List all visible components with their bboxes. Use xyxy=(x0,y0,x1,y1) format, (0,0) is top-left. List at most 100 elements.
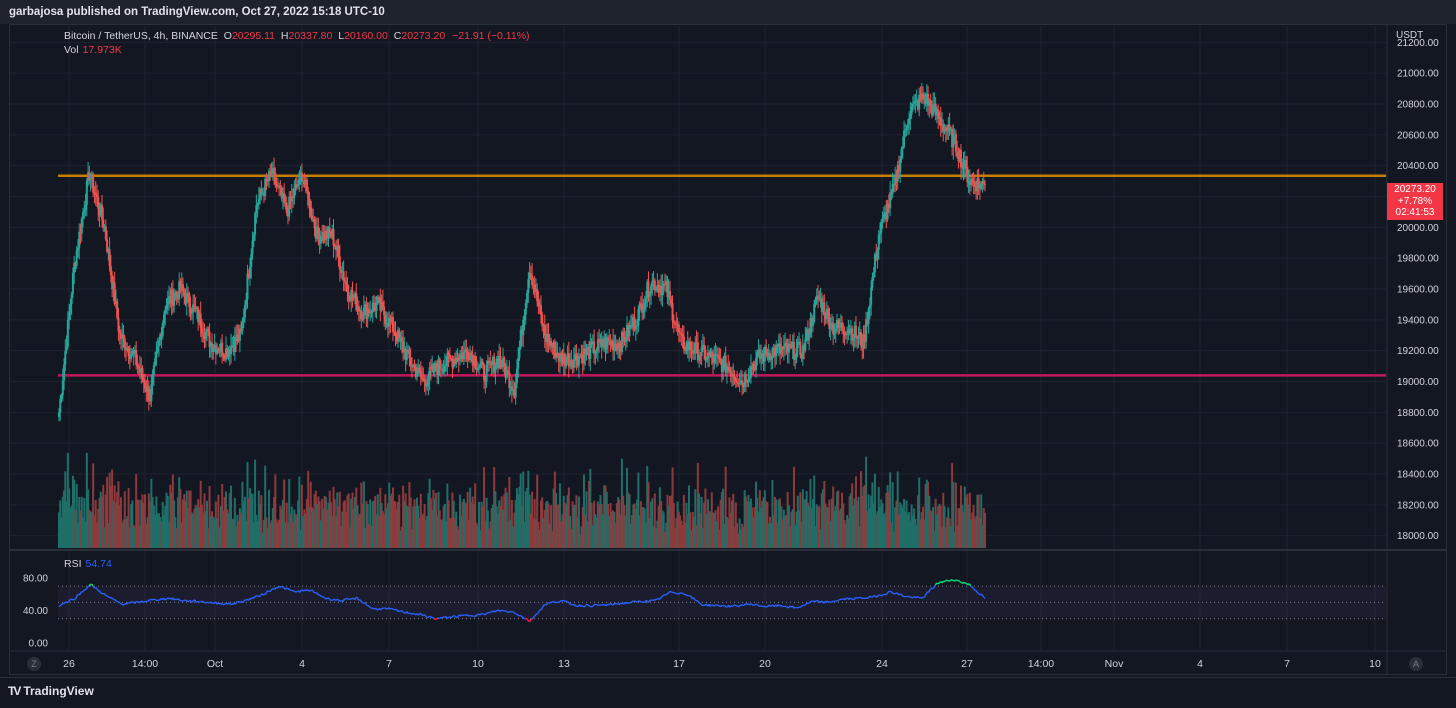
rsi-line-segment xyxy=(752,604,753,605)
rsi-line-segment xyxy=(922,597,923,598)
rsi-pane xyxy=(58,580,1386,622)
candle-body xyxy=(301,172,303,181)
candle-body xyxy=(971,179,973,181)
candle-body xyxy=(150,384,152,401)
rsi-line-segment xyxy=(534,616,535,617)
tradingview-logo[interactable]: TV TradingView xyxy=(8,684,94,698)
candle-body xyxy=(797,342,799,348)
candle-body xyxy=(879,233,881,235)
candle-body xyxy=(965,160,967,167)
candle-body xyxy=(162,323,164,336)
candle-body xyxy=(143,379,145,382)
candle-body xyxy=(85,205,87,210)
candle-body xyxy=(207,329,209,331)
candle-body xyxy=(661,286,663,295)
price-tick-label: 20800.00 xyxy=(1397,100,1439,111)
candle-body xyxy=(755,358,757,370)
candle-body xyxy=(190,307,192,313)
candle-body xyxy=(69,304,71,313)
candle-body xyxy=(269,171,271,173)
candle-body xyxy=(720,359,722,361)
candle-body xyxy=(376,303,378,311)
rsi-line-segment xyxy=(183,600,184,601)
candle-body xyxy=(348,292,350,300)
rsi-line-segment xyxy=(710,605,711,606)
time-tick-label: 24 xyxy=(876,658,888,670)
rsi-line-segment xyxy=(381,608,382,609)
candle-body xyxy=(279,187,281,188)
last-change-pct: +7.78% xyxy=(1387,196,1443,208)
candle-body xyxy=(732,374,734,377)
candle-body xyxy=(741,380,743,384)
volume-label[interactable]: Vol xyxy=(64,44,79,56)
rsi-line-segment xyxy=(882,595,883,596)
candle-body xyxy=(260,189,262,193)
candle-body xyxy=(846,333,848,334)
candle-body xyxy=(530,273,532,275)
rsi-band-fill xyxy=(58,586,1386,619)
zoom-reset-button[interactable]: Z xyxy=(27,657,41,671)
candle-body xyxy=(459,355,461,361)
rsi-line-segment xyxy=(521,615,522,616)
rsi-line-segment xyxy=(959,581,960,583)
candle-body xyxy=(297,184,299,186)
candle-body xyxy=(575,354,577,361)
rsi-line-segment xyxy=(608,604,609,605)
candle-body xyxy=(244,305,246,318)
rsi-line-segment xyxy=(801,606,802,607)
time-tick-label: 13 xyxy=(558,658,570,670)
rsi-line-segment xyxy=(631,602,632,603)
candle-body xyxy=(883,214,885,218)
candle-body xyxy=(966,167,968,182)
candle-body xyxy=(804,339,806,351)
candle-body xyxy=(420,371,422,377)
time-tick-label: 7 xyxy=(386,658,392,670)
rsi-line-segment xyxy=(85,589,86,590)
rsi-line-segment xyxy=(200,601,201,602)
rsi-line-segment xyxy=(124,604,125,605)
price-tick-label: 18800.00 xyxy=(1397,408,1439,419)
time-tick-label: 10 xyxy=(472,658,484,670)
price-axis[interactable]: 18000.0018200.0018400.0018600.0018800.00… xyxy=(1397,38,1439,542)
candle-body xyxy=(701,347,703,356)
footer-bar xyxy=(0,677,1456,708)
candle-body xyxy=(123,334,125,338)
auto-scale-button[interactable]: A xyxy=(1409,657,1423,671)
low-value: 20160.00 xyxy=(344,30,388,42)
rsi-line-segment xyxy=(837,600,838,601)
candle-body xyxy=(973,181,975,182)
rsi-line-segment xyxy=(683,594,684,595)
candle-body xyxy=(873,272,875,277)
candle-body xyxy=(515,383,517,397)
rsi-line-segment xyxy=(514,612,515,613)
candle-body xyxy=(219,351,221,352)
rsi-line-segment xyxy=(912,597,913,598)
rsi-line-segment xyxy=(480,614,481,616)
candle-body xyxy=(394,333,396,336)
rsi-line-segment xyxy=(119,602,120,603)
rsi-line-segment xyxy=(376,608,377,609)
symbol-label[interactable]: Bitcoin / TetherUS, 4h, BINANCE xyxy=(64,30,218,42)
candle-body xyxy=(413,365,415,367)
tradingview-brand: TradingView xyxy=(23,684,93,698)
price-tick-label: 20600.00 xyxy=(1397,130,1439,141)
rsi-line-segment xyxy=(270,591,271,592)
rsi-line-segment xyxy=(697,601,698,602)
candle-body xyxy=(978,178,980,183)
candle-body xyxy=(522,320,524,335)
candle-body xyxy=(329,227,331,233)
candle-body xyxy=(756,352,758,358)
rsi-line-segment xyxy=(389,608,390,609)
candle-body xyxy=(669,291,671,300)
rsi-label[interactable]: RSI xyxy=(64,558,82,570)
candle-body xyxy=(191,313,193,314)
rsi-line-segment xyxy=(259,596,260,597)
candle-body xyxy=(655,288,657,290)
candle-body xyxy=(899,160,901,172)
rsi-line-segment xyxy=(500,611,501,612)
candle-body xyxy=(421,377,423,379)
rsi-line-segment xyxy=(662,595,663,596)
